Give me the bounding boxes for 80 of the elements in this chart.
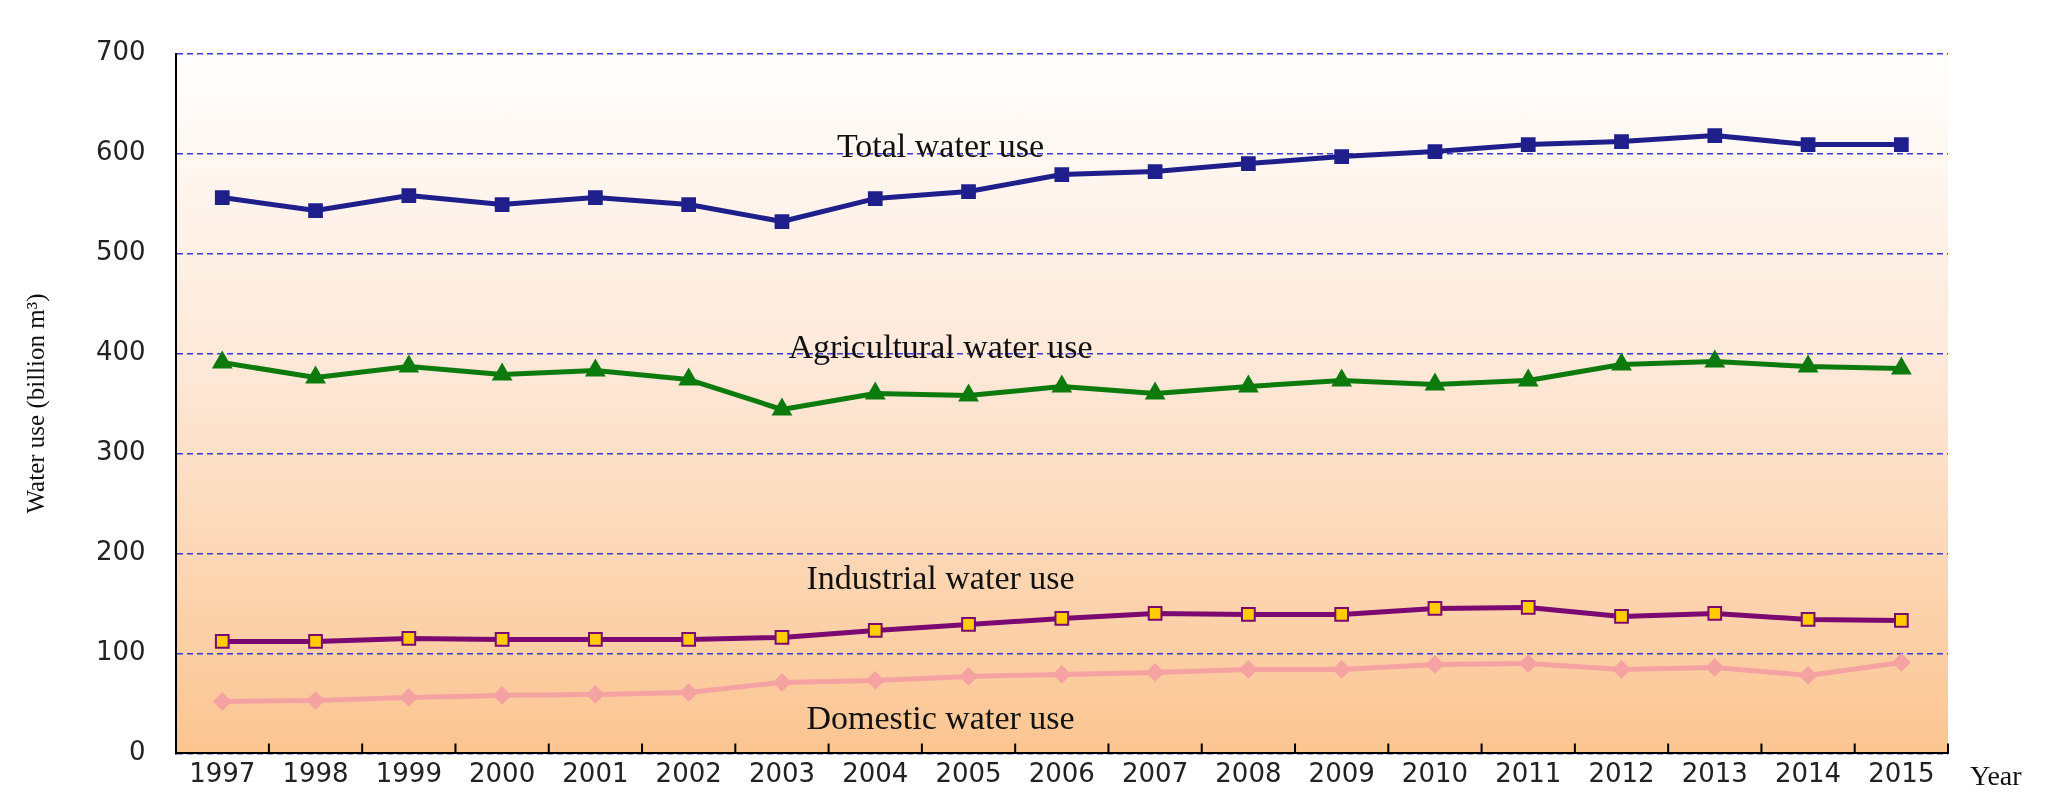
- point: [961, 617, 976, 632]
- x-tick-label: 2005: [935, 757, 1002, 788]
- point: [1894, 137, 1909, 152]
- x-tick-label: 2010: [1401, 757, 1469, 788]
- point: [1800, 137, 1816, 152]
- y-tick-label: 300: [95, 436, 146, 467]
- point: [774, 630, 790, 645]
- y-tick-label: 700: [95, 36, 146, 67]
- point: [401, 188, 417, 203]
- point: [1800, 612, 1816, 627]
- point: [1707, 128, 1723, 143]
- x-tick-label: 1999: [375, 757, 442, 788]
- point: [866, 671, 885, 690]
- x-tick-label: 2008: [1215, 757, 1282, 788]
- x-tick-label: 2000: [469, 757, 536, 788]
- point: [681, 632, 697, 647]
- point: [401, 631, 417, 646]
- series-label: Domestic water use: [806, 698, 1075, 736]
- x-tick-label: 1998: [282, 757, 349, 788]
- y-tick-label: 500: [95, 236, 146, 267]
- point: [1334, 607, 1350, 622]
- point: [1334, 149, 1350, 164]
- x-tick-label: 2004: [842, 757, 909, 788]
- y-tick-label: 0: [129, 736, 146, 767]
- point: [679, 683, 698, 702]
- x-axis-title: Year: [1970, 759, 2023, 791]
- point: [1520, 137, 1536, 152]
- x-tick-label: 2006: [1028, 757, 1095, 788]
- point: [308, 634, 323, 649]
- point: [588, 632, 603, 647]
- x-tick-label: 2014: [1774, 757, 1842, 788]
- x-tick-label: 2007: [1122, 757, 1189, 788]
- point: [308, 203, 323, 218]
- point: [1707, 606, 1723, 621]
- point: [867, 191, 883, 206]
- point: [1614, 134, 1629, 149]
- point: [1427, 601, 1443, 616]
- point: [1427, 144, 1443, 159]
- point: [1520, 600, 1536, 615]
- x-tick-label: 2011: [1495, 757, 1562, 788]
- point: [214, 190, 230, 205]
- point: [772, 673, 791, 692]
- point: [494, 632, 510, 647]
- x-tick-label: 2003: [748, 757, 816, 788]
- point: [214, 634, 230, 649]
- x-tick-label: 2002: [655, 757, 722, 788]
- point: [1147, 606, 1163, 621]
- point: [494, 197, 510, 212]
- x-tick-label: 1997: [189, 757, 256, 788]
- x-tick-label: 2001: [562, 757, 629, 788]
- point: [1612, 660, 1631, 679]
- point: [1241, 156, 1256, 171]
- point: [1799, 666, 1818, 685]
- x-tick-label: 2013: [1681, 757, 1748, 788]
- y-axis-title: Water use (billion m³): [21, 293, 50, 514]
- point: [681, 197, 697, 212]
- x-tick-label: 2012: [1588, 757, 1655, 788]
- y-tick-label: 200: [95, 536, 146, 567]
- point: [588, 190, 603, 205]
- point: [1054, 611, 1070, 626]
- point: [1614, 609, 1629, 624]
- y-tick-label: 400: [95, 336, 146, 367]
- point: [1519, 654, 1538, 673]
- y-tick-label: 600: [95, 136, 146, 167]
- series-label: Industrial water use: [806, 559, 1075, 597]
- point: [1241, 607, 1256, 622]
- x-tick-label: 2015: [1868, 757, 1935, 788]
- point: [399, 688, 418, 707]
- point: [774, 214, 790, 229]
- point: [1425, 655, 1444, 674]
- point: [1054, 167, 1070, 182]
- point: [961, 184, 976, 199]
- point: [959, 667, 978, 686]
- x-tick-label: 2009: [1308, 757, 1375, 788]
- point: [1892, 653, 1911, 672]
- point: [1147, 164, 1163, 179]
- y-tick-label: 100: [95, 636, 146, 667]
- point: [493, 686, 512, 705]
- point: [867, 623, 883, 638]
- point: [1894, 613, 1909, 628]
